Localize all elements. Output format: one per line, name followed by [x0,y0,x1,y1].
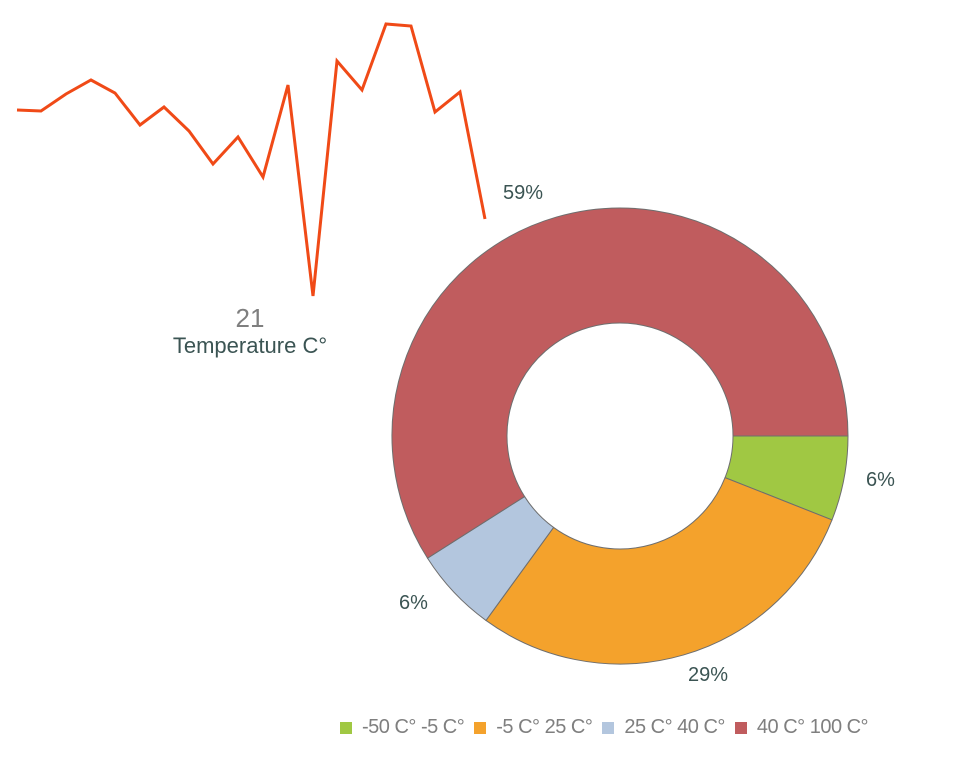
legend-label: 40 C° 100 C° [756,716,869,738]
legend-item-40-100[interactable]: 40 C° 100 C° [734,716,869,739]
legend-label: -5 C° 25 C° [496,716,593,738]
label-25-40: 6% [399,592,428,614]
label-minus50-minus5: 6% [866,469,895,491]
legend-swatch-green [340,721,352,734]
legend-swatch-blue [602,721,615,734]
donut-slice[interactable] [391,207,849,559]
current-temperature-value: 21 [235,303,265,333]
legend-item-minus5-25[interactable]: -5 C° 25 C° [474,716,593,739]
legend-item-25-40[interactable]: 25 C° 40 C° [602,716,725,739]
temperature-line [16,22,487,297]
donut-slice[interactable] [485,476,833,665]
legend-label: 25 C° 40 C° [624,716,725,738]
label-40-100: 59% [503,182,544,204]
label-minus5-25: 29% [688,664,729,686]
legend-label: -50 C° -5 C° [362,716,465,738]
temperature-title: Temperature C° [172,333,328,358]
legend: -50 C° -5 C° -5 C° 25 C° 25 C° 40 C° 40 … [340,716,878,739]
legend-swatch-orange [474,721,487,734]
legend-swatch-red [734,721,747,734]
legend-item-minus50-minus5[interactable]: -50 C° -5 C° [340,716,465,739]
